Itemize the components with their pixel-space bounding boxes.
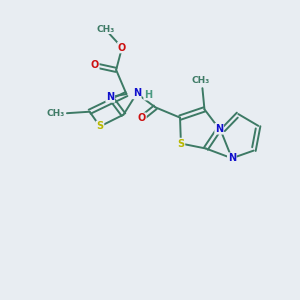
Text: H: H [144,90,152,100]
Text: O: O [138,113,146,123]
Text: N: N [215,124,223,134]
Text: O: O [118,43,126,52]
Text: CH₃: CH₃ [192,76,210,85]
Text: CH₃: CH₃ [46,109,64,118]
Text: O: O [91,60,99,70]
Text: S: S [96,122,103,131]
Text: S: S [177,139,184,148]
Text: CH₃: CH₃ [96,25,114,34]
Text: N: N [133,88,141,98]
Text: N: N [106,92,114,102]
Text: N: N [228,153,236,163]
